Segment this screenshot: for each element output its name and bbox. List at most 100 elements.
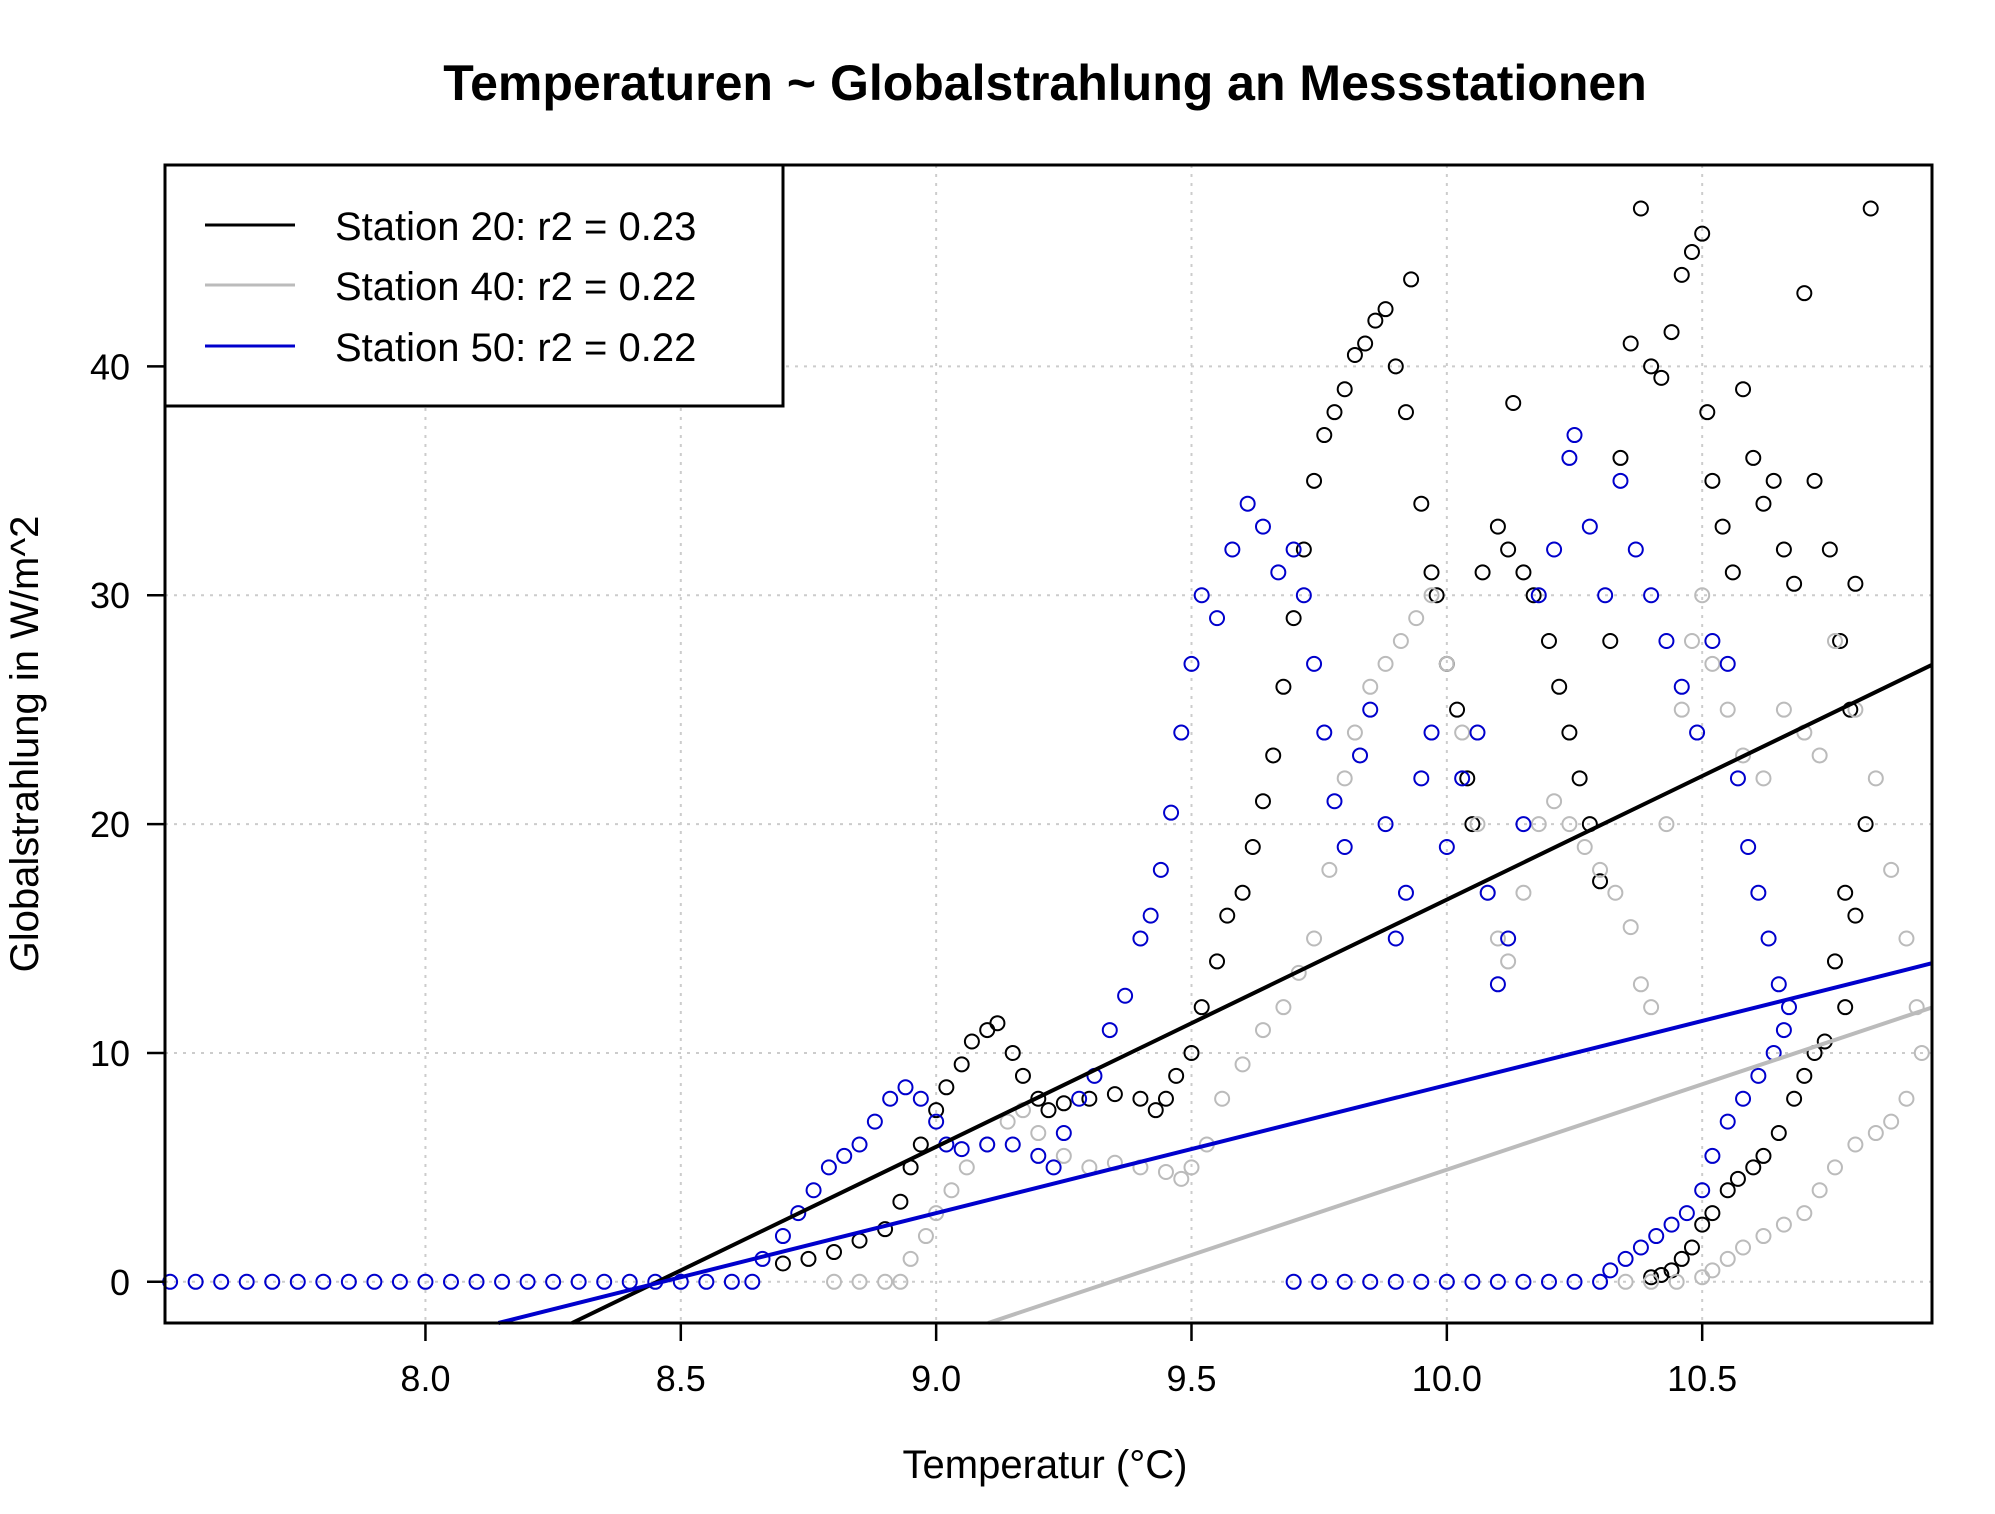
data-point (1821, 541, 1838, 558)
data-point (1796, 1067, 1813, 1084)
x-axis-label: Temperatur (°C) (903, 1443, 1188, 1487)
y-tick-label: 30 (90, 575, 130, 616)
data-point (1602, 633, 1619, 650)
data-point (805, 1182, 822, 1199)
data-point (912, 1136, 929, 1153)
data-point (1643, 358, 1660, 375)
data-point (1326, 404, 1343, 421)
data-point (1183, 1159, 1200, 1176)
data-point (1898, 1090, 1915, 1107)
data-point (1546, 793, 1563, 810)
data-point (1755, 495, 1772, 512)
data-point (1571, 770, 1588, 787)
data-point (1362, 1273, 1379, 1290)
data-point (596, 1273, 613, 1290)
data-point (1362, 678, 1379, 695)
data-point (1775, 701, 1792, 718)
data-point (1193, 587, 1210, 604)
data-point (1209, 953, 1226, 970)
data-point (1683, 1239, 1700, 1256)
data-point (1612, 472, 1629, 489)
data-point (1408, 610, 1425, 627)
data-point (1566, 427, 1583, 444)
data-point (1489, 1273, 1506, 1290)
data-point (1704, 1147, 1721, 1164)
data-point (1755, 1147, 1772, 1164)
data-point (1673, 1250, 1690, 1267)
data-point (1397, 404, 1414, 421)
data-point (1806, 472, 1823, 489)
regression-line-0 (571, 663, 1933, 1325)
data-point (1464, 1273, 1481, 1290)
data-point (468, 1273, 485, 1290)
data-point (1377, 816, 1394, 833)
data-point (1367, 312, 1384, 329)
data-point (1811, 747, 1828, 764)
data-point (1694, 587, 1711, 604)
data-point (238, 1273, 255, 1290)
data-point (417, 1273, 434, 1290)
series-0 (774, 200, 1879, 1286)
data-point (1081, 1090, 1098, 1107)
data-point (1438, 1273, 1455, 1290)
data-point (1214, 1090, 1231, 1107)
data-point (1607, 884, 1624, 901)
data-point (1770, 1125, 1787, 1142)
data-point (1163, 804, 1180, 821)
data-point (1469, 816, 1486, 833)
data-point (1387, 930, 1404, 947)
data-point (1275, 678, 1292, 695)
data-point (1913, 1044, 1930, 1061)
data-point (1336, 770, 1353, 787)
data-point (1704, 655, 1721, 672)
data-point (1775, 1022, 1792, 1039)
data-point (213, 1273, 230, 1290)
data-point (1862, 200, 1879, 217)
x-axis: 8.0 8.5 9.0 9.5 10.0 10.5 (400, 1323, 1737, 1399)
data-point (897, 1079, 914, 1096)
data-point (1683, 243, 1700, 260)
data-point (698, 1273, 715, 1290)
data-point (1898, 930, 1915, 947)
data-point (1551, 678, 1568, 695)
data-point (1561, 724, 1578, 741)
data-point (774, 1228, 791, 1245)
series-2 (162, 427, 1798, 1290)
data-point (1193, 999, 1210, 1016)
data-point (989, 1015, 1006, 1032)
data-point (1683, 633, 1700, 650)
y-tick-label: 40 (90, 346, 130, 387)
data-point (1254, 518, 1271, 535)
data-point (1837, 999, 1854, 1016)
data-point (1735, 381, 1752, 398)
data-point (1183, 1044, 1200, 1061)
data-point (1530, 587, 1547, 604)
data-point (1525, 587, 1542, 604)
data-point (1883, 1113, 1900, 1130)
data-point (340, 1273, 357, 1290)
data-point (1755, 1228, 1772, 1245)
data-point (1796, 1205, 1813, 1222)
x-tick-label: 10.5 (1667, 1358, 1737, 1399)
data-point (1397, 884, 1414, 901)
data-point (1403, 271, 1420, 288)
data-point (938, 1079, 955, 1096)
data-point (1157, 1090, 1174, 1107)
data-point (1648, 1228, 1665, 1245)
data-point (1413, 770, 1430, 787)
data-point (315, 1273, 332, 1290)
data-point (1224, 541, 1241, 558)
data-point (1515, 816, 1532, 833)
data-point (877, 1273, 894, 1290)
data-point (1030, 1125, 1047, 1142)
legend-label-station-50: Station 50: r2 = 0.22 (335, 326, 696, 370)
data-point (1055, 1095, 1072, 1112)
series-layer (162, 200, 1930, 1290)
data-point (1694, 1269, 1711, 1286)
data-point (1714, 518, 1731, 535)
data-point (1500, 930, 1517, 947)
y-tick-label: 0 (110, 1262, 130, 1303)
data-point (1132, 930, 1149, 947)
data-point (1740, 838, 1757, 855)
data-point (1760, 930, 1777, 947)
